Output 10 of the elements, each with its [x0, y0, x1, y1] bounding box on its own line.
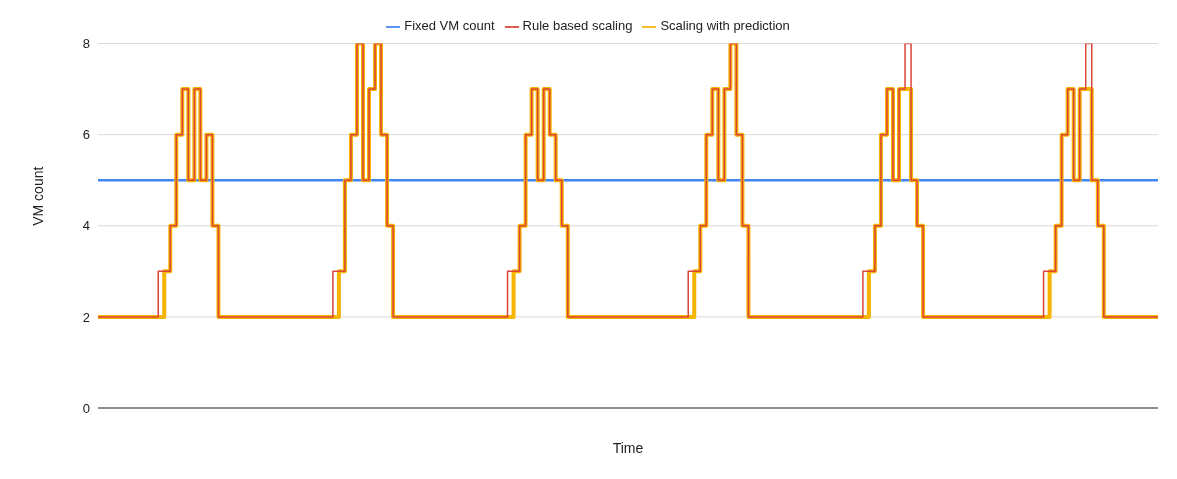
y-tick-label: 6 — [82, 127, 90, 143]
x-axis-title: Time — [612, 440, 644, 456]
y-axis-title: VM count — [29, 166, 46, 226]
y-tick-label: 2 — [82, 309, 90, 325]
legend-label: Scaling with prediction — [660, 18, 790, 33]
y-tick-label: 0 — [82, 400, 90, 416]
y-tick-label: 8 — [82, 36, 90, 52]
y-tick-label: 4 — [82, 218, 90, 234]
legend-label: Rule based scaling — [522, 18, 633, 33]
legend-label: Fixed VM count — [404, 18, 495, 33]
